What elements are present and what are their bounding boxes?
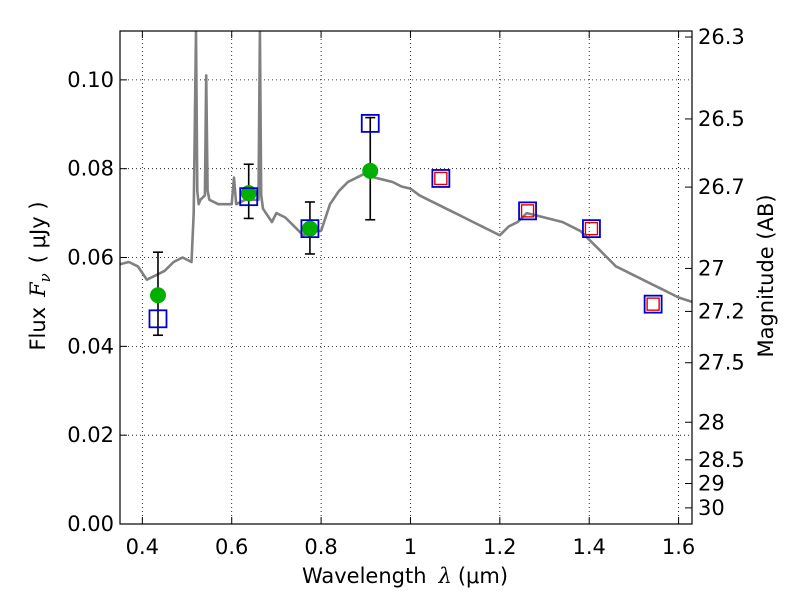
x-axis-title: Wavelength λ (μm) — [302, 564, 508, 588]
observed-flux-point — [362, 162, 379, 179]
x-axis-unit: (μm) — [458, 564, 508, 588]
model-flux-square — [582, 219, 601, 239]
model-flux-square — [431, 169, 451, 188]
observed-flux-point — [149, 287, 166, 304]
x-axis-symbol: λ — [438, 564, 452, 588]
model-flux-square — [360, 113, 380, 133]
model-flux-square — [643, 294, 663, 314]
x-axis-label: Wavelength — [302, 564, 427, 588]
marker-layer — [148, 113, 663, 329]
model-spectrum-line — [120, 31, 692, 304]
observed-flux-point — [301, 220, 318, 237]
model-flux-inner-square — [584, 221, 599, 236]
mag-tick-label: 26.7 — [698, 175, 745, 199]
y-axis-symbol: F — [26, 281, 50, 298]
mag-tick-label: 27 — [698, 256, 725, 280]
model-flux-square — [518, 201, 537, 221]
y-axis-unit: ( μJy ) — [26, 201, 50, 263]
x-tick-label: 1.6 — [662, 535, 695, 559]
x-tick-label: 1 — [404, 535, 417, 559]
observed-flux-point — [240, 185, 257, 202]
model-flux-inner-square — [520, 204, 535, 218]
y-tick-label: 0.04 — [67, 334, 114, 358]
y-axis-label: Flux — [26, 307, 50, 351]
tick-layer: 0.4 0.6 0.8 1 1.2 1.4 1.6 0.00 0.02 0.04 0.06 0.08 0… — [67, 25, 745, 559]
y-tick-label: 0.08 — [67, 157, 114, 181]
y-axis-subscript: ν — [36, 273, 54, 282]
mag-tick-label: 29 — [698, 471, 725, 495]
spectrum-layer — [120, 31, 692, 304]
x-tick-label: 0.4 — [126, 535, 159, 559]
model-flux-square — [239, 187, 259, 207]
y-tick-label: 0.10 — [67, 68, 114, 92]
mag-tick-label: 28.5 — [698, 448, 745, 472]
x-tick-label: 0.8 — [304, 535, 337, 559]
mag-tick-label: 27.2 — [698, 299, 745, 323]
x-tick-label: 1.2 — [483, 535, 516, 559]
frame-layer — [119, 30, 693, 525]
mag-tick-label: 27.5 — [698, 351, 745, 375]
mag-tick-label: 30 — [698, 496, 725, 520]
x-tick-label: 0.6 — [215, 535, 248, 559]
model-flux-square — [148, 309, 168, 329]
mag-tick-label: 28 — [698, 410, 725, 434]
y-tick-label: 0.00 — [67, 512, 114, 536]
errorbar-layer — [152, 116, 376, 337]
mag-tick-label: 26.5 — [698, 107, 745, 131]
y-tick-label: 0.02 — [67, 423, 114, 447]
mag-tick-label: 26.3 — [698, 25, 745, 49]
y-tick-label: 0.06 — [67, 246, 114, 270]
plot-frame — [119, 30, 693, 525]
y2-axis-title: Magnitude (AB) — [754, 194, 778, 357]
model-flux-inner-square — [646, 297, 660, 311]
model-flux-square — [300, 219, 320, 239]
model-flux-inner-square — [434, 171, 448, 186]
x-tick-label: 1.4 — [573, 535, 606, 559]
y-axis-title: Flux Fν ( μJy ) — [26, 201, 54, 350]
